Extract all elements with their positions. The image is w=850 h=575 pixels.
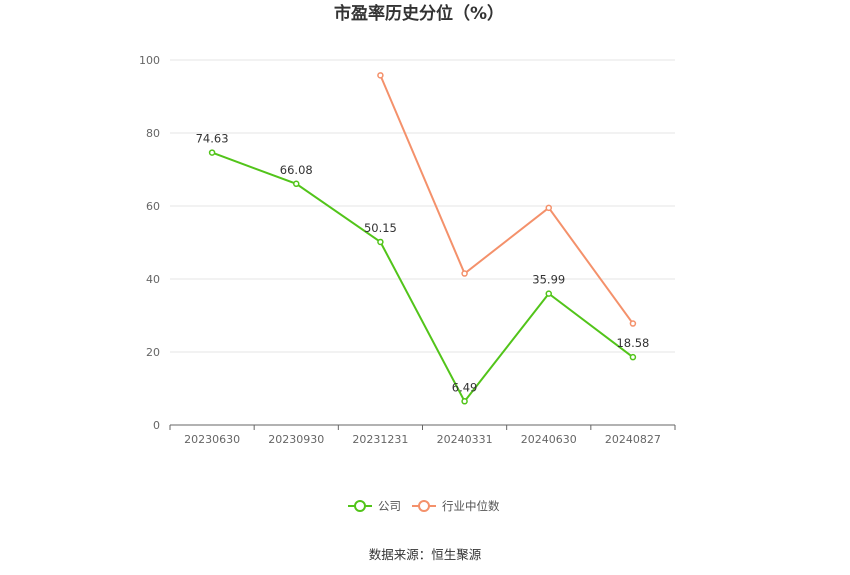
data-point[interactable] [461,270,468,277]
grid-lines [170,59,675,353]
x-tick-label: 20230930 [268,433,324,446]
y-tick-label: 80 [146,127,160,140]
data-point[interactable] [377,238,384,246]
x-tick-label: 20231231 [352,433,408,446]
x-tick-label: 20240630 [521,433,577,446]
data-label: 74.63 [196,132,229,146]
data-point[interactable] [208,149,216,156]
y-tick-label: 60 [146,200,160,213]
legend-label: 行业中位数 [442,499,500,513]
series-line [211,151,634,404]
data-point[interactable] [629,320,637,327]
data-label: 6.49 [452,380,478,394]
y-tick-label: 0 [153,419,160,432]
legend-item[interactable]: 行业中位数 [412,499,500,513]
legend-item[interactable]: 公司 [348,499,401,513]
legend[interactable]: 公司 行业中位数 [348,499,500,513]
series-line [379,74,634,325]
data-point[interactable] [461,398,468,405]
y-tick-label: 20 [146,346,160,359]
data-label: 35.99 [532,273,565,287]
data-label: 18.58 [616,336,649,350]
data-point[interactable] [545,290,552,297]
series-group [208,72,637,405]
x-axis: 20230630 20230930 20231231 20240331 20240630… [169,424,676,446]
legend-label: 公司 [378,499,401,513]
y-tick-label: 100 [139,54,160,67]
data-labels: 74.63 66.08 50.15 6.49 35.99 18.58 [196,132,650,395]
y-tick-label: 40 [146,273,160,286]
data-point[interactable] [629,353,637,361]
x-tick-label: 20240827 [605,433,661,446]
x-tick-label: 20230630 [184,433,240,446]
data-point[interactable] [377,72,384,79]
data-point[interactable] [293,180,300,188]
data-label: 66.08 [280,163,313,177]
y-axis: 0 20 40 60 80 100 [139,54,160,432]
legend-marker [418,500,430,512]
legend-marker [354,500,366,512]
data-point[interactable] [545,204,552,212]
x-tick-label: 20240331 [437,433,493,446]
source-text: 数据来源：恒生聚源 [369,547,482,562]
data-label: 50.15 [364,221,397,235]
chart-title: 市盈率历史分位（%） [334,3,504,24]
